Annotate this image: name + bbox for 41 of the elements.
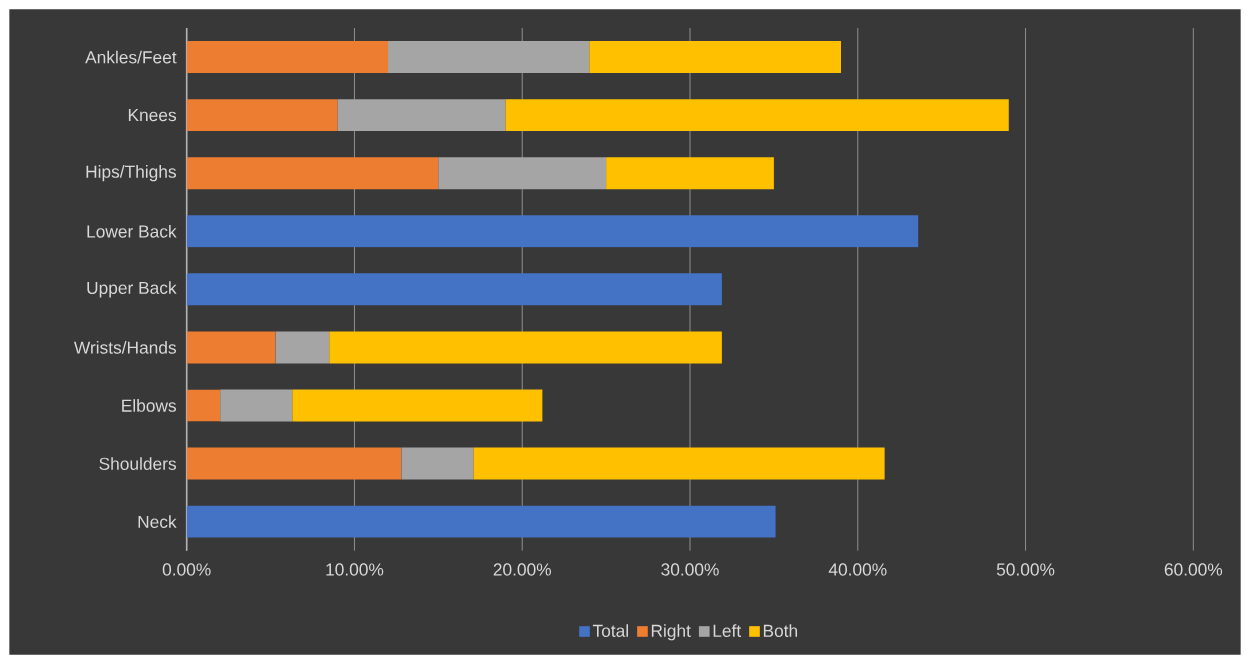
bar: [589, 41, 841, 74]
x-tick-label: 10.00%: [326, 563, 384, 576]
y-tick-label: Wrists/Hands: [73, 341, 177, 354]
x-tick-label: 20.00%: [493, 563, 552, 576]
x-tick-label: 60.00%: [1164, 563, 1223, 576]
y-tick-label: Elbows: [122, 399, 177, 412]
y-tick-label: Neck: [138, 515, 177, 528]
legend-label: Both: [763, 624, 798, 637]
bar: [186, 273, 722, 306]
y-tick-label: Hips/Thighs: [86, 165, 176, 182]
bar: [186, 157, 439, 190]
bar: [275, 331, 330, 364]
legend-label: Left: [713, 624, 742, 637]
y-tick-label: Upper Back: [87, 281, 177, 298]
bar: [186, 505, 776, 538]
bar: [505, 99, 1009, 132]
y-tick-label: Shoulders: [99, 457, 176, 470]
bar: [220, 389, 293, 422]
y-tick-label: Lower Back: [87, 224, 177, 238]
bar: [606, 157, 774, 190]
legend-label: Total: [592, 624, 628, 637]
bar: [438, 157, 607, 190]
bar: [186, 447, 402, 480]
bar: [186, 41, 389, 74]
x-tick-label: 50.00%: [996, 563, 1055, 576]
x-tick-label: 30.00%: [661, 563, 719, 576]
bar: [186, 99, 338, 132]
bar: [186, 389, 221, 422]
y-tick-label: Ankles/Feet: [85, 50, 177, 64]
y-tick-label: Knees: [128, 109, 177, 122]
bar: [337, 99, 506, 132]
bar: [329, 331, 722, 364]
bar: [186, 331, 276, 364]
bar: [186, 215, 919, 248]
bar: [473, 447, 885, 480]
bar: [388, 41, 590, 74]
bar: [401, 447, 474, 480]
bar: [292, 389, 543, 422]
x-tick-label: 0.00%: [162, 563, 211, 576]
legend-label: Right: [651, 624, 691, 641]
x-tick-label: 40.00%: [828, 563, 887, 576]
